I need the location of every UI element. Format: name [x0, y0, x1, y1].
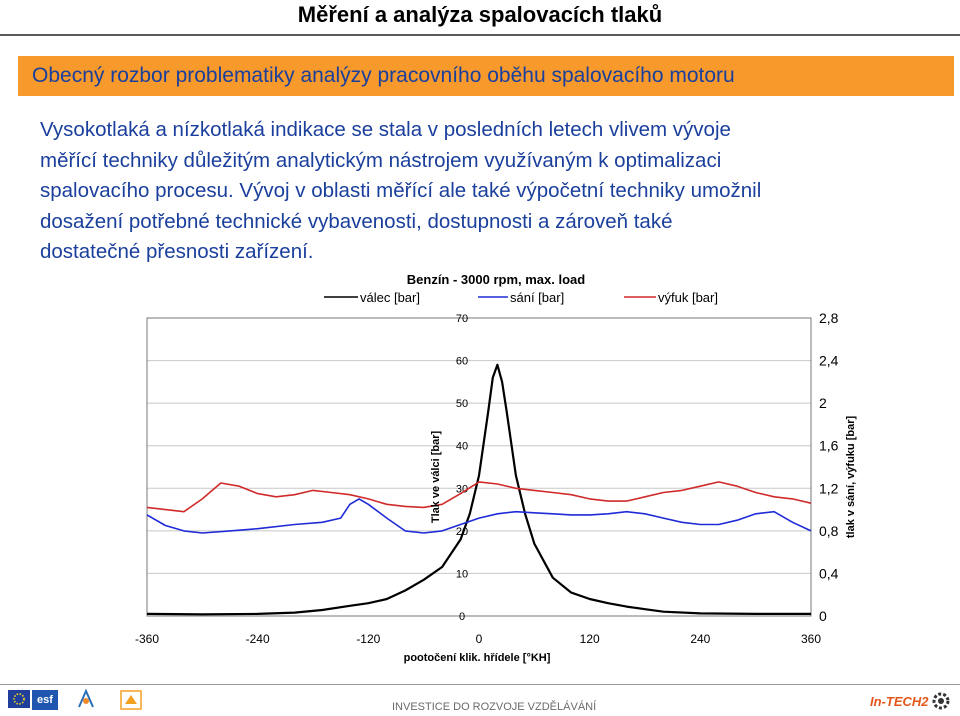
series-lines — [146, 363, 812, 616]
y-tick-label-left: 50 — [456, 398, 468, 410]
legend-label-sani: sání [bar] — [510, 290, 564, 305]
x-tick-label: 360 — [801, 632, 821, 646]
intro-line: spalovacího procesu. Vývoj v oblasti měř… — [40, 179, 762, 202]
x-tick-label: 0 — [476, 632, 483, 646]
y-tick-label-right: 2,4 — [819, 353, 839, 369]
x-axis-label: pootočení klik. hřídele [°KH] — [404, 652, 551, 664]
in-tech2-logo: In-TECH2 — [870, 694, 929, 709]
banner-text: Obecný rozbor problematiky analýzy praco… — [32, 64, 735, 87]
ministry-logo — [78, 688, 94, 708]
y-tick-label-left: 70 — [456, 313, 468, 325]
intro-line: dostatečné přesnosti zařízení. — [40, 240, 314, 263]
x-tick-label: -240 — [246, 632, 270, 646]
intro-line: Vysokotlaká a nízkotlaká indikace se sta… — [40, 118, 731, 141]
series-line-sani — [146, 498, 812, 534]
intro-line: měřící techniky důležitým analytickým ná… — [40, 148, 722, 172]
esf-logo: esf — [32, 690, 58, 710]
x-tick-label: -360 — [135, 632, 159, 646]
y-tick-label-left: 30 — [456, 483, 468, 495]
y-tick-label-right: 1,2 — [819, 480, 839, 496]
y-tick-label-left: 10 — [456, 568, 468, 580]
y-tick-label-right: 0,4 — [819, 565, 839, 581]
x-tick-label: 120 — [580, 632, 600, 646]
op-vk-logo — [120, 690, 142, 710]
footer-divider — [0, 684, 960, 685]
legend: válec [bar] sání [bar] výfuk [bar] — [324, 290, 718, 305]
series-line-vyfuk — [146, 481, 812, 513]
footer-text: INVESTICE DO ROZVOJE VZDĚLÁVÁNÍ — [392, 701, 597, 713]
y-tick-label-right: 2,8 — [819, 310, 839, 326]
section-banner: Obecný rozbor problematiky analýzy praco… — [18, 56, 954, 96]
intro-paragraph: Vysokotlaká a nízkotlaká indikace se sta… — [40, 115, 924, 268]
legend-label-valec: válec [bar] — [360, 290, 420, 305]
y-axis-label-left: Tlak ve válci [bar] — [430, 431, 442, 524]
eu-flag-logo — [8, 690, 30, 708]
tick-labels: 01020304050607000,40,81,21,622,42,8-360-… — [135, 310, 839, 646]
y-tick-label-left: 60 — [456, 356, 468, 368]
y-tick-label-left: 40 — [456, 441, 468, 453]
x-tick-label: 240 — [690, 632, 710, 646]
y-tick-label-right: 2 — [819, 395, 827, 411]
y-axis-label-right: tlak v sání, výfuku [bar] — [845, 416, 857, 539]
plot-area-frame — [146, 317, 812, 617]
gear-icon — [932, 692, 950, 710]
legend-label-vyfuk: výfuk [bar] — [658, 290, 718, 305]
y-tick-label-left: 0 — [459, 611, 465, 623]
y-tick-label-right: 1,6 — [819, 438, 839, 454]
y-tick-label-right: 0 — [819, 608, 827, 624]
intro-line: dosažení potřebné technické vybavenosti,… — [40, 209, 673, 233]
chart-title: Benzín - 3000 rpm, max. load — [407, 272, 586, 287]
series-line-valec — [146, 363, 811, 616]
x-tick-label: -120 — [356, 632, 380, 646]
page-title: Měření a analýza spalovacích tlaků — [297, 2, 663, 27]
grid-lines — [146, 317, 812, 617]
pressure-chart: Benzín - 3000 rpm, max. load válec [bar]… — [135, 272, 857, 664]
title-divider — [0, 34, 960, 36]
y-tick-label-right: 0,8 — [819, 523, 839, 539]
